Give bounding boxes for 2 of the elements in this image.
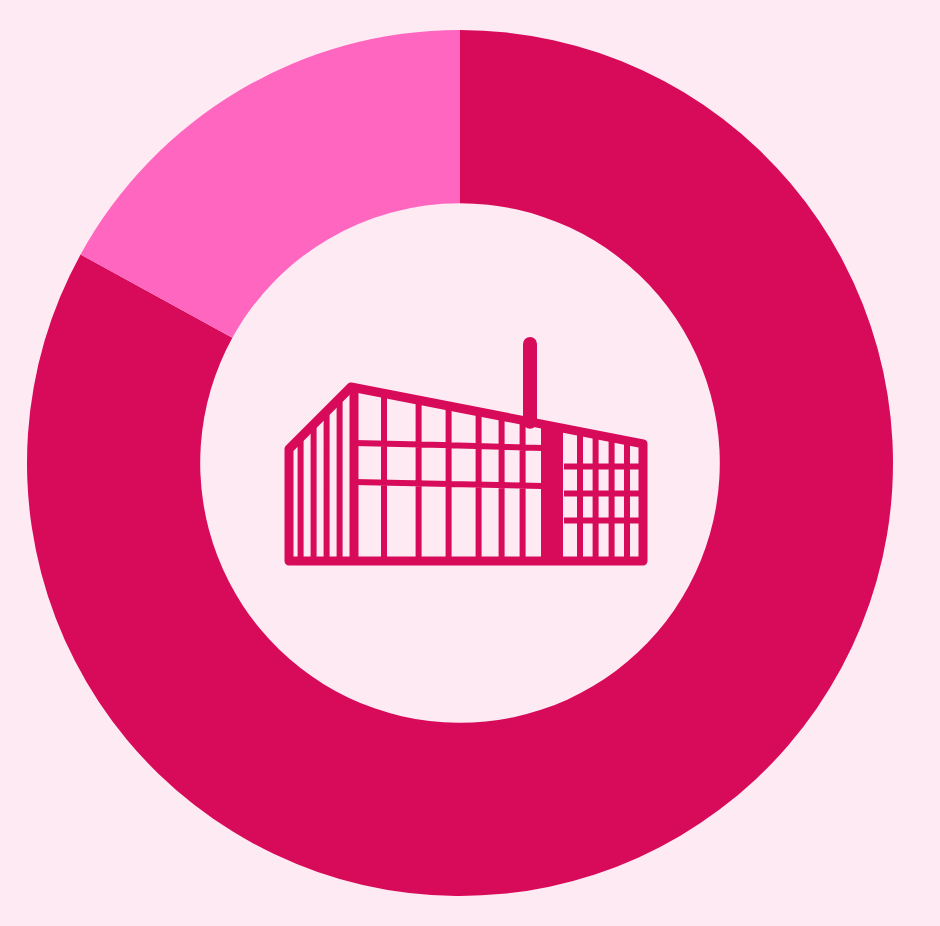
donut-slice: [80, 30, 460, 338]
donut-slice: [27, 30, 893, 896]
